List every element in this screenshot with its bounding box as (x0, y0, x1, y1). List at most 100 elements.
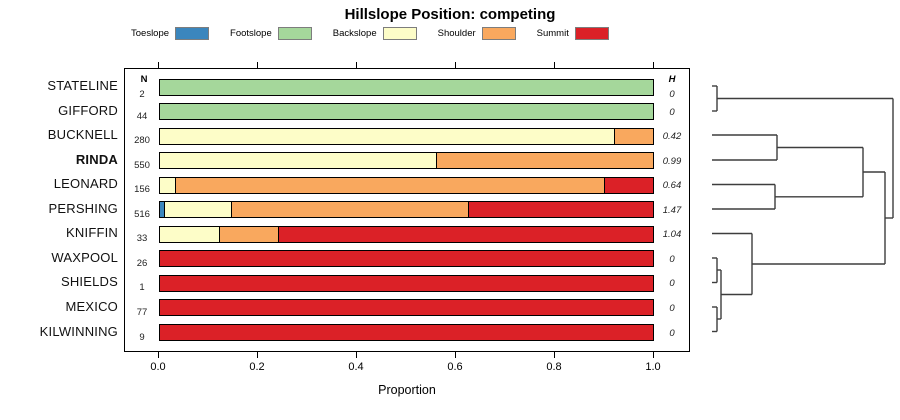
bar-segment-footslope (160, 79, 653, 95)
row-label: PERSHING (48, 200, 118, 216)
bar-row (159, 250, 654, 268)
row-label: MEXICO (65, 298, 118, 314)
bar-segment-summit (468, 202, 653, 218)
plot-area: N H 2 0 44 0 280 0.42 550 0.99 156 0.64 516 1.47 33 1.0… (124, 68, 690, 352)
legend-swatch (574, 27, 609, 40)
n-value: 77 (136, 306, 148, 318)
bar-segment-backslope (163, 202, 232, 218)
axis-tick-bottom (257, 352, 258, 358)
h-value: 0 (669, 327, 675, 339)
axis-tick-top (455, 62, 456, 68)
h-column-header: H (668, 74, 676, 85)
legend-item: Shoulder (438, 27, 516, 40)
n-value: 33 (136, 233, 148, 245)
bar-segment-summit (603, 177, 653, 193)
x-axis-title: Proportion (378, 383, 436, 397)
axis-tick-label: 0.2 (249, 361, 265, 373)
row-label: KILWINNING (39, 323, 118, 339)
row-label: KNIFFIN (66, 225, 118, 241)
axis-tick-top (257, 62, 258, 68)
legend-label: Summit (536, 28, 569, 39)
legend-label: Backslope (332, 28, 377, 39)
legend-swatch (175, 27, 210, 40)
axis-tick-top (356, 62, 357, 68)
h-value: 0.64 (662, 180, 682, 192)
h-value: 1.04 (662, 229, 682, 241)
bar-segment-shoulder (174, 177, 604, 193)
legend-item: Backslope (333, 27, 417, 40)
axis-tick-top (554, 62, 555, 68)
bar-row (159, 103, 654, 121)
axis-tick-bottom (356, 352, 357, 358)
bar-row (159, 176, 654, 194)
row-label: WAXPOOL (51, 249, 118, 265)
axis-tick-label: 0.6 (447, 361, 463, 373)
bar-segment-shoulder (436, 153, 653, 169)
bar-segment-backslope (160, 177, 175, 193)
bar-segment-summit (160, 300, 653, 316)
n-value: 26 (136, 257, 148, 269)
bar-segment-summit (160, 251, 653, 267)
row-label: RINDA (75, 151, 118, 167)
row-label: SHIELDS (60, 274, 118, 290)
n-value: 2 (139, 89, 145, 100)
h-value: 0.42 (662, 131, 682, 143)
dendrogram (712, 85, 894, 333)
legend-label: Footslope (230, 28, 272, 39)
bar-row (159, 152, 654, 170)
legend-swatch (277, 27, 312, 40)
n-value: 1 (139, 282, 145, 294)
axis-tick-top (158, 62, 159, 68)
bar-segment-backslope (160, 128, 614, 144)
h-value: 0 (669, 278, 675, 290)
bar-row (159, 225, 654, 243)
axis-tick-top (653, 62, 654, 68)
h-value: 0 (669, 106, 675, 118)
h-value: 0.99 (662, 155, 682, 167)
row-label: GIFFORD (58, 102, 118, 118)
h-value: 1.47 (662, 204, 682, 216)
axis-tick-label: 0.8 (546, 361, 562, 373)
bar-segment-footslope (160, 104, 653, 120)
axis-tick-label: 0.4 (348, 361, 364, 373)
bar-segment-summit (160, 325, 653, 340)
bar-segment-shoulder (219, 226, 279, 242)
chart-title: Hillslope Position: competing (344, 6, 556, 23)
legend-item: Footslope (230, 27, 312, 40)
axis-tick-bottom (455, 352, 456, 358)
n-value: 516 (134, 208, 150, 220)
row-label: LEONARD (53, 176, 118, 192)
legend: Toeslope Footslope Backslope Shoulder Summit (131, 27, 609, 40)
bar-segment-backslope (160, 153, 437, 169)
n-value: 44 (136, 110, 148, 122)
bar-row (159, 127, 654, 145)
bar-segment-backslope (160, 226, 220, 242)
axis-tick-bottom (653, 352, 654, 358)
n-value: 280 (134, 135, 150, 147)
row-label: BUCKNELL (47, 127, 118, 143)
n-value: 9 (139, 331, 145, 343)
bar-segment-shoulder (613, 128, 653, 144)
bar-row (159, 201, 654, 219)
legend-swatch (481, 27, 516, 40)
bar-segment-shoulder (231, 202, 469, 218)
legend-item: Toeslope (131, 27, 210, 40)
legend-label: Shoulder (437, 28, 476, 39)
axis-tick-bottom (554, 352, 555, 358)
bar-row (159, 299, 654, 317)
bar-row (159, 274, 654, 292)
n-value: 156 (134, 184, 150, 196)
legend-swatch (382, 27, 417, 40)
n-value: 550 (134, 159, 150, 171)
h-value: 0 (669, 89, 675, 100)
bar-segment-summit (160, 275, 653, 291)
h-value: 0 (669, 302, 675, 314)
row-label: STATELINE (47, 78, 118, 93)
legend-label: Toeslope (131, 28, 170, 39)
legend-item: Summit (537, 27, 609, 40)
bar-segment-summit (278, 226, 653, 242)
n-column-header: N (140, 74, 148, 85)
bar-row (159, 78, 654, 96)
h-value: 0 (669, 253, 675, 265)
